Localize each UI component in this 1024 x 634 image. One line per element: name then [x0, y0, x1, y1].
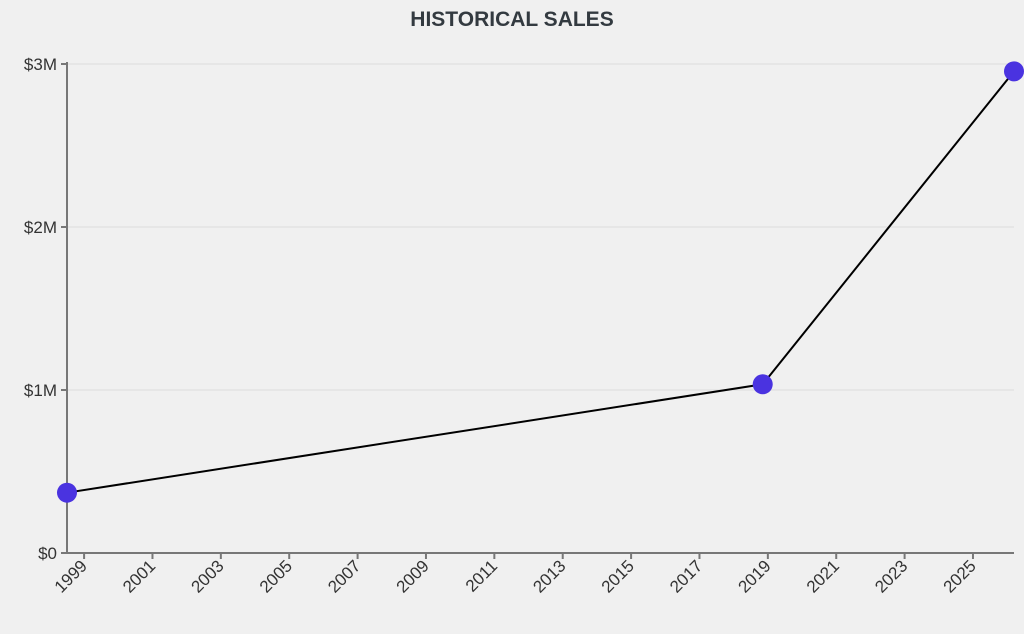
- x-tick-label: 2001: [119, 556, 159, 596]
- data-point: [752, 374, 773, 395]
- y-tick-label: $1M: [24, 381, 57, 400]
- x-tick-label: 2015: [598, 556, 638, 596]
- data-point: [1004, 61, 1024, 82]
- data-point: [57, 482, 77, 503]
- x-tick-label: 2019: [734, 556, 774, 596]
- y-tick-label: $2M: [24, 218, 57, 237]
- chart-title: HISTORICAL SALES: [410, 8, 613, 31]
- x-tick-label: 2007: [324, 556, 364, 596]
- x-tick-label: 2017: [666, 556, 706, 596]
- x-tick-label: 2013: [529, 556, 569, 596]
- x-tick-label: 2009: [393, 556, 433, 596]
- x-tick-label: 2005: [256, 556, 296, 596]
- x-tick-label: 2003: [187, 556, 227, 596]
- sales-line: [66, 70, 1015, 494]
- y-tick-label: $3M: [24, 55, 57, 74]
- x-tick-label: 2021: [803, 556, 843, 596]
- x-tick-label: 2025: [940, 556, 980, 596]
- x-tick-label: 2011: [462, 556, 501, 595]
- x-tick-label: 2023: [871, 556, 911, 596]
- y-tick-label: $0: [38, 544, 57, 563]
